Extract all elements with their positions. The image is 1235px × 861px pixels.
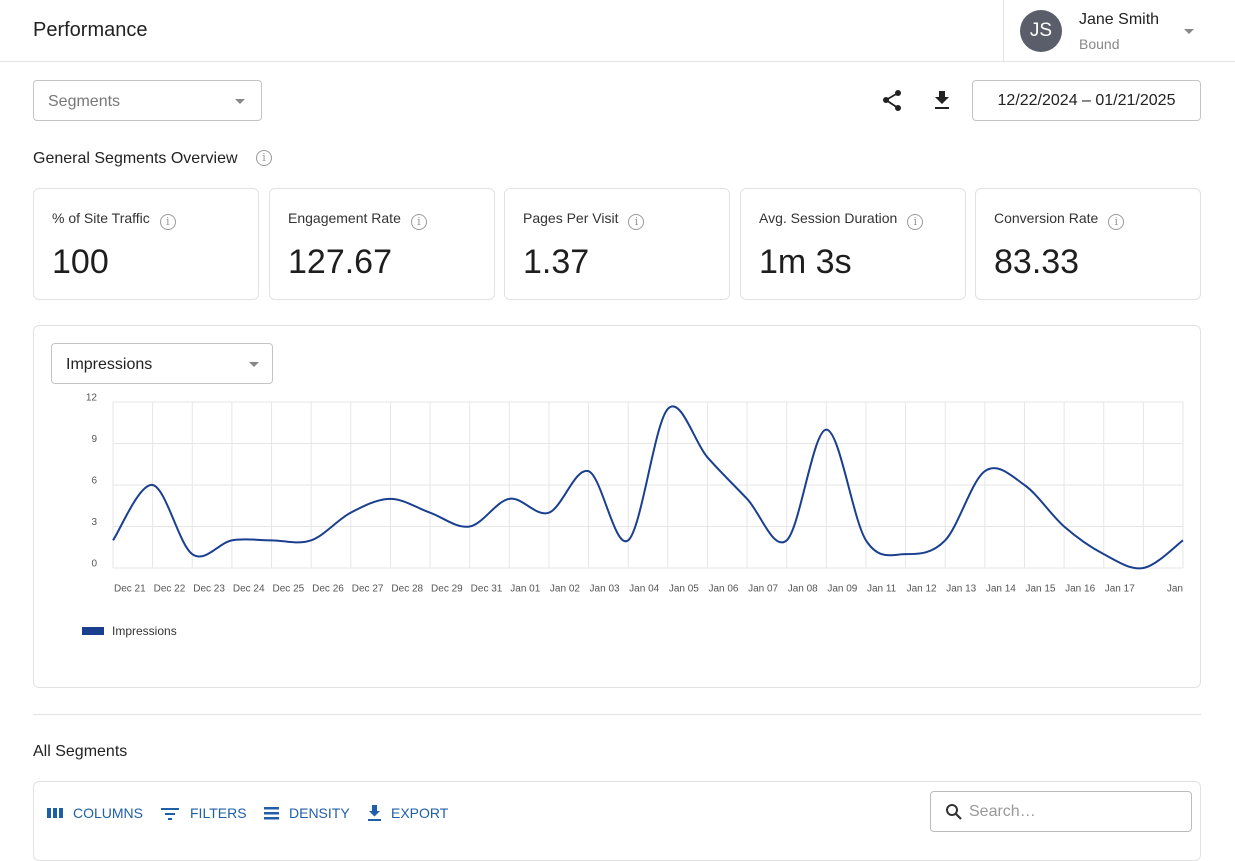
info-icon[interactable]: i [907,214,924,230]
search-box[interactable]: Search… [930,791,1192,832]
user-menu-caret[interactable] [1184,29,1194,34]
search-placeholder: Search… [969,803,1036,820]
legend-swatch [82,627,104,635]
chart-card [33,325,1201,688]
metric-value: 100 [52,243,109,281]
line-series [112,405,1184,570]
date-range-text: 12/22/2024 – 01/21/2025 [997,92,1176,109]
filters-button[interactable]: FILTERS [190,805,247,821]
y-tick-label: 9 [91,434,97,445]
x-tick-label: Jan [1167,584,1183,595]
y-tick-label: 0 [91,559,97,570]
user-divider [1003,0,1004,62]
metric-value: 1m 3s [759,243,852,281]
export-icon [368,805,381,821]
user-name: Jane Smith [1079,11,1160,28]
x-tick-label: Jan 16 [1065,584,1095,595]
x-tick-label: Jan 02 [550,584,580,595]
x-tick-label: Jan 17 [1105,584,1135,595]
metric-label: Engagement Rate i [288,210,427,230]
x-tick-label: Jan 09 [827,584,857,595]
columns-button[interactable]: COLUMNS [73,805,144,821]
x-tick-label: Jan 13 [946,584,976,595]
metric-card: Engagement Rate i 127.67 [269,188,495,300]
x-tick-label: Jan 06 [708,584,738,595]
overview-title: General Segments Overview [33,150,238,167]
metric-value: 1.37 [523,243,590,281]
info-icon[interactable]: i [256,150,272,166]
export-button[interactable]: EXPORT [391,805,449,821]
download-icon[interactable] [930,88,956,114]
metric-label: Pages Per Visit i [523,210,645,230]
x-tick-label: Jan 14 [986,584,1016,595]
x-tick-label: Dec 24 [233,584,265,595]
x-tick-label: Jan 08 [788,584,818,595]
info-icon[interactable]: i [1108,214,1125,230]
x-tick-label: Dec 25 [273,584,305,595]
x-tick-label: Dec 26 [312,584,344,595]
columns-icon [47,808,63,818]
x-tick-label: Dec 22 [154,584,186,595]
metric-label: Avg. Session Duration i [759,210,924,230]
metric-label: Conversion Rate i [994,210,1125,230]
x-tick-label: Jan 11 [867,584,897,595]
x-tick-label: Dec 28 [391,584,423,595]
x-tick-label: Jan 15 [1025,584,1055,595]
select-caret [249,362,259,367]
info-icon[interactable]: i [410,214,427,230]
chart: 0 3 6 9 12 Dec 21 Dec 22 Dec 23 Dec 24 Dec 25 Dec … [82,393,1184,638]
x-tick-label: Jan 05 [669,584,699,595]
metric-select-text: Impressions [66,356,153,373]
page-title: Performance [33,19,148,41]
search-icon [946,804,962,820]
section-divider [33,714,1201,715]
y-tick-label: 3 [91,517,97,528]
select-caret [235,99,245,104]
metric-value: 127.67 [288,243,392,281]
x-tick-label: Jan 04 [629,584,659,595]
filters-icon [161,808,179,820]
x-tick-label: Dec 21 [114,584,146,595]
x-tick-label: Dec 23 [193,584,225,595]
user-org: Bound [1079,36,1120,52]
x-tick-label: Jan 12 [907,584,937,595]
metric-card: % of Site Traffic i 100 [33,188,259,300]
metric-label: % of Site Traffic i [52,210,176,230]
share-icon[interactable] [880,88,906,114]
density-icon [264,807,279,820]
header-divider [0,61,1235,62]
x-tick-label: Jan 03 [590,584,620,595]
info-icon[interactable]: i [628,214,645,230]
x-tick-label: Jan 01 [510,584,540,595]
date-range[interactable]: 12/22/2024 – 01/21/2025 [972,80,1201,121]
metric-card: Conversion Rate i 83.33 [975,188,1201,300]
metric-value: 83.33 [994,243,1080,281]
metric-card: Pages Per Visit i 1.37 [504,188,730,300]
segment-select[interactable]: Segments [33,80,262,121]
avatar[interactable]: JS [1020,10,1062,52]
legend-label: Impressions [112,624,177,638]
y-tick-label: 12 [86,393,98,404]
metric-select[interactable]: Impressions [51,343,273,384]
x-tick-label: Dec 27 [352,584,384,595]
segment-select-text: Segments [48,93,121,110]
metric-card: Avg. Session Duration i 1m 3s [740,188,966,300]
y-tick-label: 6 [91,476,97,487]
x-tick-label: Jan 07 [748,584,778,595]
x-tick-label: Dec 31 [471,584,503,595]
x-tick-label: Dec 29 [431,584,463,595]
info-icon[interactable]: i [159,214,176,230]
segments-title: All Segments [33,743,128,760]
density-button[interactable]: DENSITY [289,805,350,821]
